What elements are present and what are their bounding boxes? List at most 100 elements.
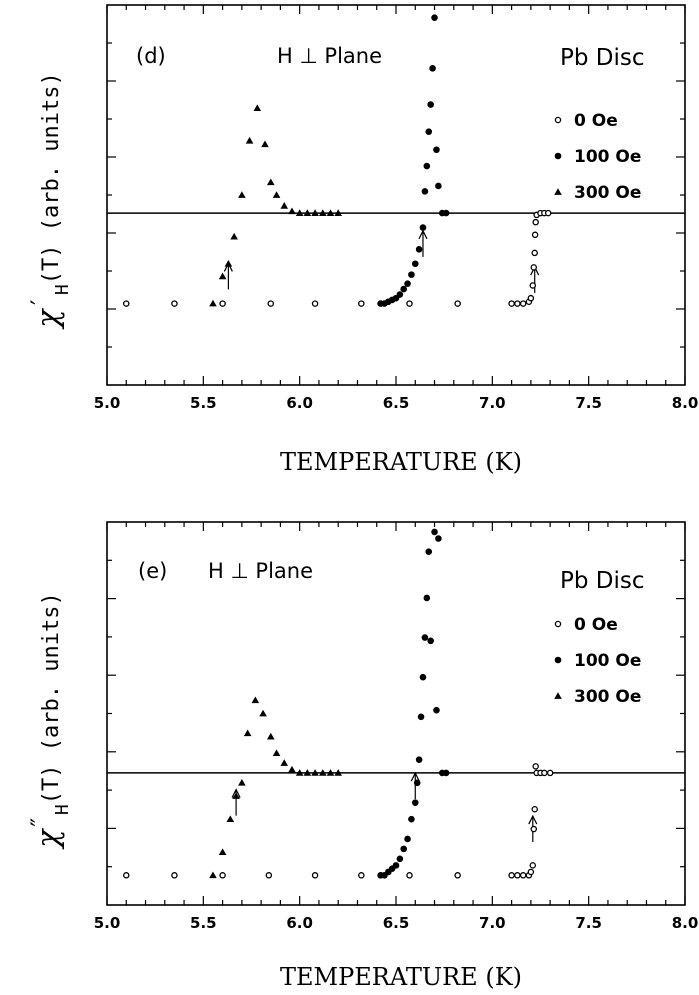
- data-point: [411, 260, 419, 268]
- data-point: [288, 765, 296, 773]
- data-point: [171, 300, 178, 307]
- data-point: [514, 872, 521, 879]
- data-point: [358, 300, 365, 307]
- panel-e: 5.0 5.5 6.0 6.5 7.0 7.5 8.0 (e) H ⊥ Plane Pb Disc…: [26, 521, 698, 991]
- transition-arrow: [418, 229, 428, 257]
- x-tick-label: 5.0: [94, 394, 121, 412]
- x-tick-label: 7.5: [575, 914, 602, 932]
- data-point: [318, 209, 327, 216]
- data-point: [219, 300, 226, 307]
- data-point: [508, 872, 515, 879]
- x-tick-label: 5.0: [94, 914, 121, 932]
- data-point: [427, 101, 434, 108]
- data-point: [243, 729, 252, 737]
- y-label-symbol: χ: [31, 828, 66, 850]
- legend-entry: 300 Oe: [574, 687, 641, 707]
- data-point: [415, 245, 423, 253]
- x-axis-label: TEMPERATURE (K): [280, 963, 522, 991]
- sample-label: Pb Disc: [560, 45, 645, 71]
- y-axis-label: χ′H(T) (arb. units): [26, 72, 73, 329]
- y-label-symbol: χ: [31, 308, 66, 330]
- data-point: [421, 188, 429, 195]
- data-point: [411, 799, 419, 806]
- data-point: [245, 136, 254, 144]
- data-point: [396, 291, 404, 298]
- series-300-oe: [209, 104, 342, 307]
- series-0-oe: [123, 763, 554, 879]
- data-point: [413, 779, 421, 787]
- series-0-oe: [123, 209, 552, 307]
- data-point: [419, 224, 427, 231]
- data-point: [209, 299, 217, 307]
- data-point: [400, 845, 408, 853]
- legend-entry: 0 Oe: [574, 111, 618, 131]
- data-point: [435, 182, 442, 190]
- y-label-rest: (T) (arb. units): [39, 592, 64, 804]
- data-point: [326, 769, 335, 776]
- x-tick-label: 6.0: [286, 394, 313, 412]
- transition-arrow: [223, 262, 233, 290]
- data-point: [400, 285, 408, 293]
- data-point: [303, 209, 312, 216]
- data-point: [295, 769, 304, 776]
- data-point: [311, 209, 319, 216]
- data-point: [433, 706, 440, 714]
- y-label-rest: (T) (arb. units): [39, 72, 64, 284]
- panel-label: (d): [136, 44, 166, 68]
- data-point: [530, 825, 538, 833]
- data-point: [253, 104, 262, 111]
- data-point: [532, 763, 539, 770]
- data-point: [266, 732, 275, 740]
- data-point: [531, 231, 539, 239]
- data-point: [272, 749, 281, 756]
- data-point: [423, 594, 431, 602]
- data-point: [431, 14, 438, 21]
- data-point: [334, 769, 342, 776]
- data-point: [272, 191, 281, 198]
- data-point: [435, 535, 442, 542]
- data-point: [267, 300, 275, 307]
- arrow-head: [528, 814, 538, 825]
- data-point: [519, 872, 527, 879]
- x-tick-label: 6.0: [286, 914, 313, 932]
- data-point: [303, 769, 312, 776]
- x-tick-label: 6.5: [383, 394, 410, 412]
- data-point: [532, 218, 539, 226]
- data-point: [531, 806, 538, 813]
- series-100-oe: [377, 14, 450, 307]
- data-point: [224, 259, 233, 267]
- data-point: [442, 769, 450, 777]
- data-point: [417, 713, 425, 721]
- x-axis-label: TEMPERATURE (K): [280, 448, 522, 476]
- x-tick-label: 7.0: [479, 914, 506, 932]
- data-point: [454, 872, 461, 879]
- data-point: [530, 264, 538, 271]
- x-tick-label: 6.5: [383, 914, 410, 932]
- legend-marker: [554, 656, 562, 664]
- panel-label: (e): [138, 559, 167, 583]
- data-point: [334, 209, 342, 216]
- data-point: [429, 65, 436, 72]
- data-point: [419, 673, 427, 681]
- data-point: [531, 249, 538, 257]
- data-point: [265, 872, 273, 879]
- orientation-annotation: H ⊥ Plane: [208, 559, 313, 583]
- data-point: [311, 300, 319, 307]
- legend-entry: 300 Oe: [574, 183, 641, 203]
- data-point: [230, 232, 238, 240]
- data-point: [544, 209, 552, 217]
- data-point: [311, 769, 319, 776]
- x-tick-label: 8.0: [672, 394, 699, 412]
- data-point: [280, 759, 289, 766]
- legend-marker: [554, 152, 562, 160]
- data-point: [541, 769, 548, 777]
- data-point: [425, 128, 433, 135]
- orientation-annotation: H ⊥ Plane: [277, 44, 382, 68]
- data-point: [425, 548, 433, 556]
- data-point: [529, 862, 537, 869]
- data-point: [427, 637, 434, 645]
- data-point: [218, 272, 227, 280]
- legend-entry: 0 Oe: [574, 615, 618, 635]
- y-label-sub: H: [52, 804, 73, 815]
- data-point: [358, 872, 365, 879]
